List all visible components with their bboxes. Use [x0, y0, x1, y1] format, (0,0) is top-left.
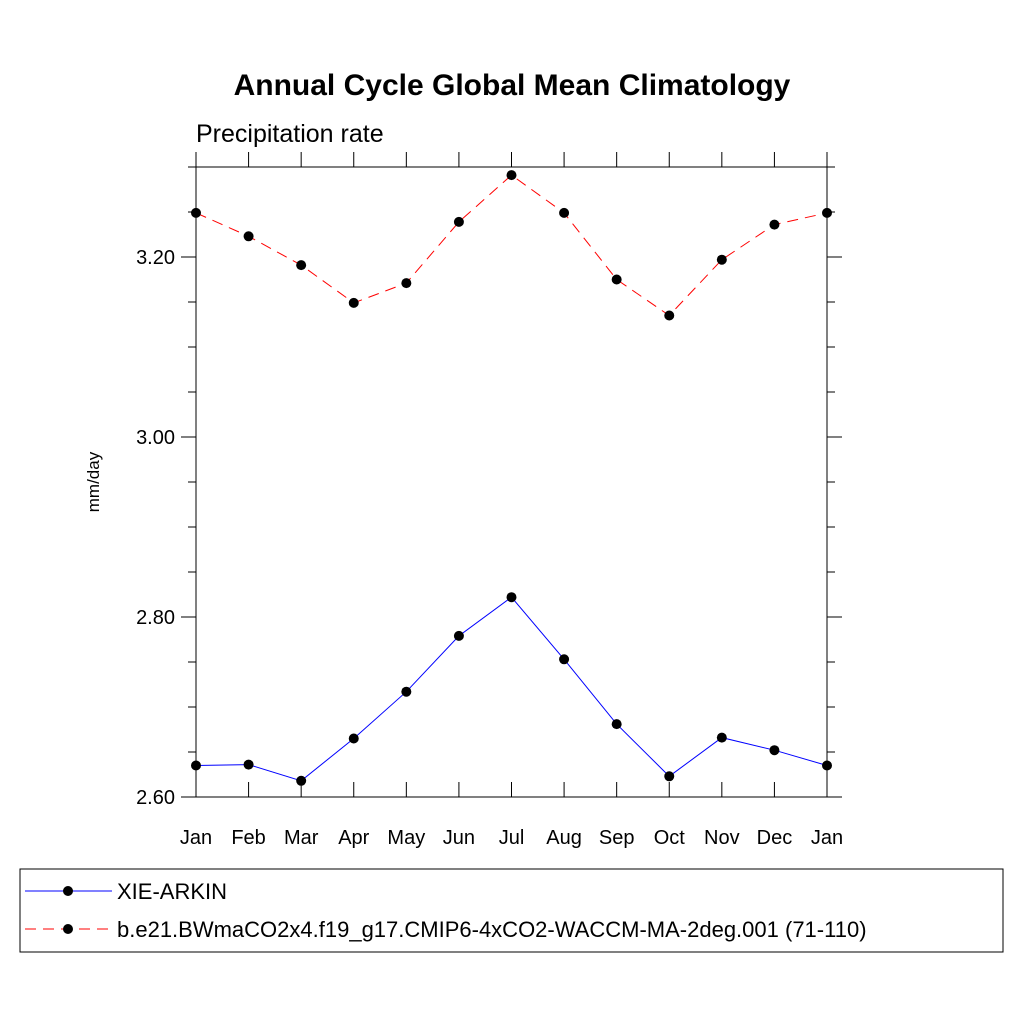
- legend: XIE-ARKIN b.e21.BWmaCO2x4.f19_g17.CMIP6-4…: [25, 879, 867, 942]
- x-tick-label: Aug: [546, 827, 582, 849]
- series-2-point: [296, 260, 307, 271]
- x-tick-label: Dec: [757, 827, 793, 849]
- series-1-point: [664, 771, 675, 782]
- series-1-point: [716, 732, 727, 743]
- series-line-2: [195, 174, 828, 317]
- series-1-point: [506, 592, 517, 603]
- x-tick-label: Feb: [231, 827, 265, 849]
- series-1-point: [348, 733, 359, 744]
- x-tick-label: Jul: [499, 827, 525, 849]
- series-2-point: [559, 207, 570, 218]
- series-1-point: [822, 760, 832, 771]
- legend-label-1: XIE-ARKIN: [117, 879, 227, 904]
- y-axis-label: mm/day: [84, 451, 103, 512]
- x-tick-label: May: [387, 827, 425, 849]
- legend-box: [19, 868, 1004, 953]
- y-tick-label: 3.20: [136, 247, 175, 269]
- x-tick-label: Apr: [338, 827, 369, 849]
- series-2-point: [822, 207, 832, 218]
- plot-frame: [195, 166, 828, 798]
- series-2-point: [401, 278, 412, 289]
- series-1-point: [559, 654, 570, 665]
- y-tick-label: 3.00: [136, 427, 175, 449]
- series-2-point: [453, 216, 464, 227]
- legend-marker-2: [63, 924, 73, 934]
- y-tick-label: 2.80: [136, 607, 175, 629]
- x-tick-label: Oct: [654, 827, 686, 849]
- series-1-point: [453, 630, 464, 641]
- series-1-point: [401, 686, 412, 697]
- series-2-point: [191, 207, 201, 218]
- series-2-point: [506, 170, 517, 181]
- series-2-point: [611, 274, 622, 285]
- y-tick-label: 2.60: [136, 787, 175, 809]
- series-1-point: [611, 719, 622, 730]
- legend-label-2: b.e21.BWmaCO2x4.f19_g17.CMIP6-4xCO2-WACC…: [117, 917, 867, 942]
- series-2-point: [716, 254, 727, 265]
- series-2-point: [348, 297, 359, 308]
- x-tick-label: Jun: [443, 827, 475, 849]
- chart-subtitle: Precipitation rate: [196, 120, 384, 148]
- series-1-point: [296, 775, 307, 786]
- series-line-1: [195, 596, 828, 782]
- x-tick-label: Nov: [704, 827, 740, 849]
- series-1-point: [769, 745, 780, 756]
- series-1-point: [191, 760, 201, 771]
- series-2-point: [769, 219, 780, 230]
- axes: Jan Feb Mar Apr May Jun Jul Aug Sep Oct Nov Dec Jan2…: [136, 152, 843, 849]
- x-tick-label: Jan: [811, 827, 843, 849]
- chart-title: Annual Cycle Global Mean Climatology: [234, 69, 791, 102]
- x-tick-label: Jan: [180, 827, 212, 849]
- series-2-point: [243, 231, 254, 242]
- series-1-point: [243, 759, 254, 770]
- series-2-point: [664, 310, 675, 321]
- x-tick-label: Sep: [599, 827, 635, 849]
- x-tick-label: Mar: [284, 827, 319, 849]
- series-layer: [191, 170, 832, 786]
- legend-marker-1: [63, 886, 73, 896]
